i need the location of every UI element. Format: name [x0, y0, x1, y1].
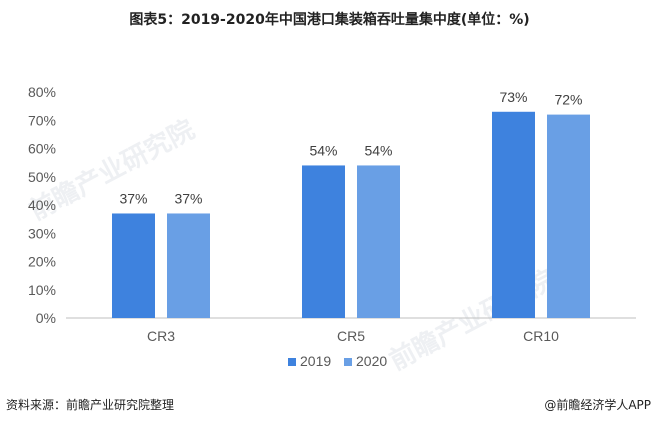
y-tick-label: 30% [28, 225, 56, 241]
y-tick-label: 0% [36, 310, 56, 326]
legend-swatch-2020 [344, 358, 352, 366]
source-note: 资料来源：前瞻产业研究院整理 [6, 398, 175, 412]
brand-note: @前瞻经济学人APP [544, 398, 651, 412]
bar-2019-CR5 [302, 165, 345, 318]
y-tick-label: 60% [28, 141, 56, 157]
chart-title: 图表5：2019-2020年中国港口集装箱吞吐量集中度(单位：%) [129, 12, 530, 28]
data-label: 54% [309, 142, 337, 158]
x-tick-label: CR3 [147, 328, 175, 344]
legend-label: 2020 [356, 353, 387, 369]
bar-2019-CR10 [492, 111, 535, 319]
y-tick-label: 40% [28, 197, 56, 213]
data-label: 72% [554, 92, 582, 108]
data-label: 37% [119, 190, 147, 206]
legend-swatch-2019 [288, 358, 296, 366]
y-tick-label: 20% [28, 254, 56, 270]
data-label: 54% [364, 142, 392, 158]
bar-2020-CR5 [357, 165, 400, 318]
y-tick-label: 80% [28, 84, 56, 100]
bar-2020-CR3 [167, 213, 210, 318]
bar-2019-CR3 [112, 213, 155, 318]
y-tick-label: 10% [28, 282, 56, 298]
y-tick-label: 50% [28, 169, 56, 185]
y-tick-label: 70% [28, 112, 56, 128]
data-label: 73% [499, 89, 527, 105]
bar-2020-CR10 [547, 114, 590, 318]
x-tick-label: CR10 [523, 328, 559, 344]
data-label: 37% [174, 190, 202, 206]
legend-label: 2019 [300, 353, 331, 369]
x-tick-label: CR5 [337, 328, 365, 344]
